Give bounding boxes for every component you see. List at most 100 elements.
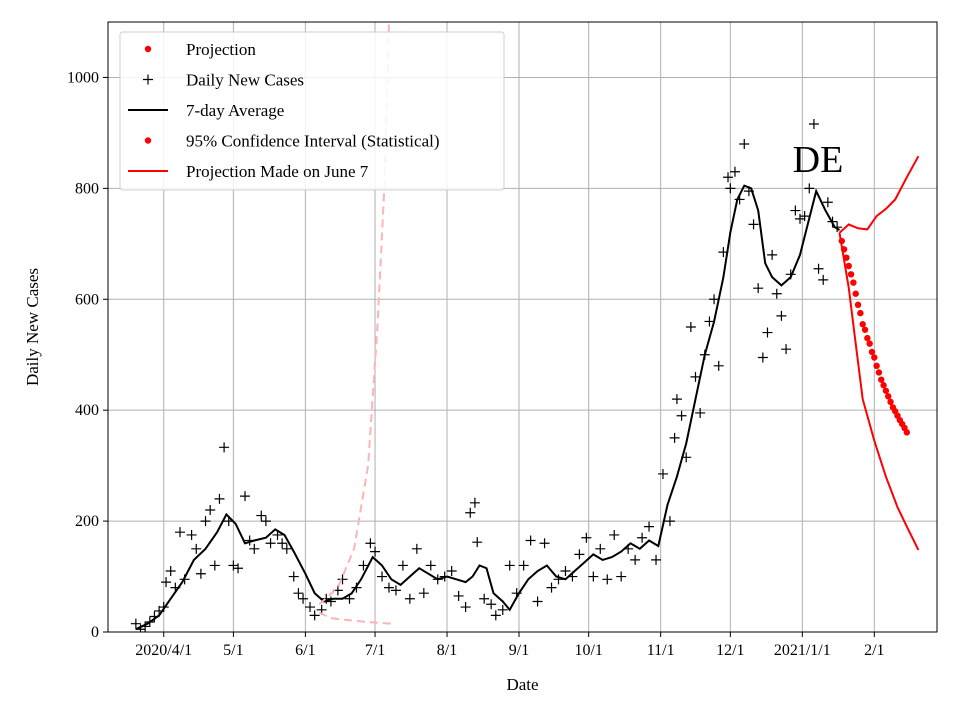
daily-case-marker: [219, 442, 230, 453]
daily-case-marker: [377, 571, 388, 582]
projection-june7-line: [318, 611, 392, 625]
daily-case-marker: [490, 610, 501, 621]
daily-case-marker: [497, 604, 508, 615]
daily-case-marker: [486, 599, 497, 610]
daily-case-marker: [553, 574, 564, 585]
daily-case-marker: [581, 532, 592, 543]
daily-case-marker: [804, 183, 815, 194]
legend-marker-plus: [143, 74, 153, 85]
daily-case-marker: [418, 588, 429, 599]
daily-case-marker: [818, 274, 829, 285]
daily-case-marker: [305, 602, 316, 613]
daily-case-marker: [762, 327, 773, 338]
legend-label: Daily New Cases: [186, 71, 304, 90]
daily-case-marker: [671, 394, 682, 405]
daily-case-marker: [776, 310, 787, 321]
x-tick-label: 9/1: [509, 642, 529, 659]
projection-dot: [903, 429, 911, 436]
daily-case-marker: [277, 538, 288, 549]
daily-case-marker: [767, 249, 778, 260]
seven-day-average-line: [135, 184, 841, 631]
daily-case-marker: [233, 563, 244, 574]
daily-case-marker: [546, 582, 557, 593]
daily-case-marker: [602, 574, 613, 585]
daily-case-marker: [799, 211, 810, 222]
projection-dot: [847, 271, 855, 278]
daily-case-marker: [704, 316, 715, 327]
legend: Projection Daily New Cases 7-day Average 95…: [119, 31, 505, 191]
daily-case-marker: [664, 516, 675, 527]
daily-case-marker: [260, 516, 271, 527]
daily-case-marker: [200, 516, 211, 527]
daily-case-marker: [472, 537, 483, 548]
x-tick-label: 2021/1/1: [774, 642, 831, 659]
y-tick-label: 0: [91, 624, 99, 641]
daily-case-marker: [748, 219, 759, 230]
y-tick-label: 400: [75, 402, 99, 419]
daily-case-marker: [695, 407, 706, 418]
projection-dot: [850, 279, 857, 286]
x-tick-label: 7/1: [365, 642, 385, 659]
daily-case-marker: [404, 593, 415, 604]
daily-case-marker: [725, 183, 736, 194]
x-tick-label: 11/1: [647, 642, 675, 659]
daily-case-marker: [525, 535, 536, 546]
x-tick-label: 12/1: [716, 642, 744, 659]
confidence-interval-line: [838, 232, 920, 551]
daily-case-marker: [265, 538, 276, 549]
daily-case-marker: [637, 532, 648, 543]
x-tick-label: 2/1: [864, 642, 884, 659]
daily-case-marker: [446, 566, 457, 576]
legend-label: Projection Made on June 7: [186, 162, 369, 181]
projection-dot: [885, 393, 892, 400]
projection-dot: [871, 354, 878, 361]
daily-case-marker: [370, 546, 381, 557]
daily-case-marker: [165, 566, 176, 576]
daily-case-marker: [465, 507, 476, 518]
daily-case-marker: [771, 288, 782, 299]
daily-case-marker: [781, 344, 792, 355]
daily-case-marker: [469, 497, 480, 508]
daily-case-marker: [813, 263, 824, 274]
legend-label: 7-day Average: [186, 101, 284, 120]
legend-label: Projection: [186, 40, 256, 59]
projection-dot: [845, 262, 852, 270]
x-axis-label: Date: [506, 675, 538, 694]
x-tick-label: 10/1: [574, 642, 602, 659]
daily-case-marker: [256, 510, 267, 521]
daily-case-marker: [453, 590, 464, 601]
daily-case-marker: [288, 571, 299, 582]
x-tick-label: 2020/4/1: [135, 642, 192, 659]
daily-case-marker: [228, 560, 239, 571]
daily-case-marker: [209, 560, 220, 571]
legend-marker-dot: [144, 137, 152, 144]
daily-case-marker: [397, 560, 408, 571]
series-group: [130, 22, 920, 632]
daily-case-marker: [325, 596, 336, 607]
daily-case-marker: [539, 538, 550, 549]
daily-case-marker: [630, 554, 641, 565]
y-tick-label: 600: [75, 291, 99, 308]
y-axis-label: Daily New Cases: [23, 268, 42, 386]
projection-dot: [880, 382, 887, 389]
daily-case-marker: [669, 432, 680, 443]
daily-case-marker: [595, 543, 606, 554]
daily-case-marker: [186, 529, 197, 540]
confidence-interval-line: [838, 155, 920, 234]
legend-label: 95% Confidence Interval (Statistical): [186, 132, 440, 151]
projection-dot: [864, 334, 871, 342]
daily-case-marker: [532, 596, 543, 607]
daily-case-marker: [790, 205, 801, 216]
projection-dot: [873, 362, 880, 370]
daily-case-marker: [822, 197, 833, 208]
daily-case-marker: [794, 213, 805, 224]
daily-case-marker: [174, 527, 185, 538]
daily-case-marker: [309, 610, 320, 621]
daily-case-marker: [214, 493, 225, 504]
daily-case-marker: [518, 560, 529, 571]
projection-dot: [854, 301, 862, 309]
daily-case-marker: [657, 468, 668, 479]
projection-dot: [868, 348, 876, 356]
daily-case-marker: [161, 577, 172, 588]
daily-case-marker: [130, 618, 141, 629]
